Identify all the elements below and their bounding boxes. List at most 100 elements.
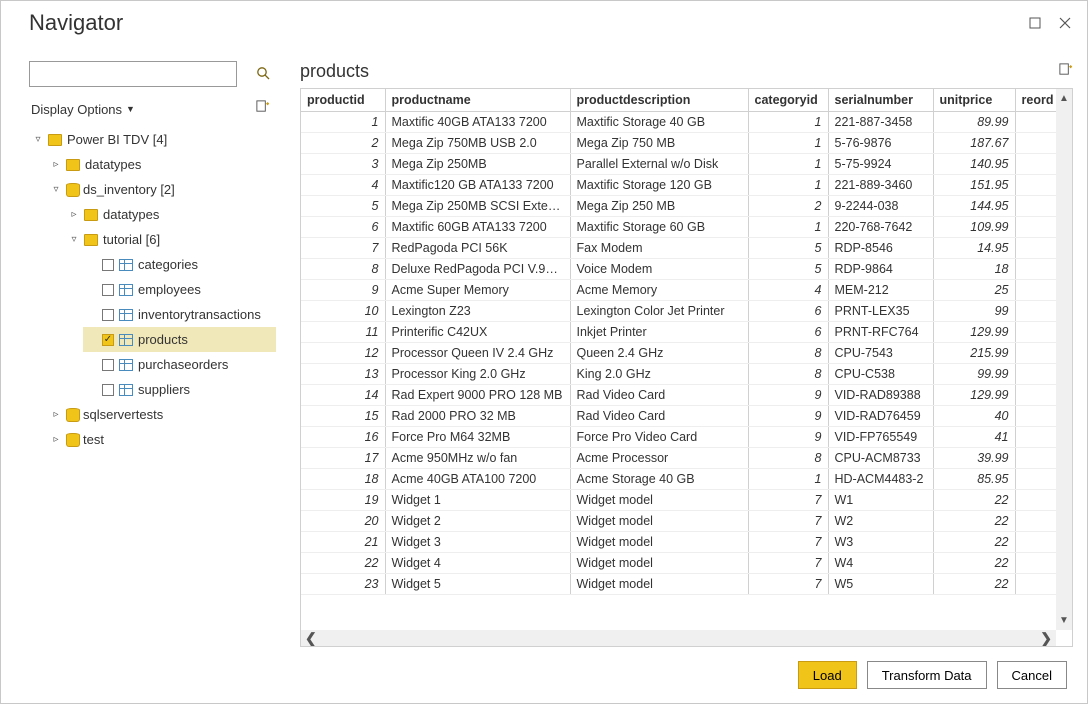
table-row[interactable]: 15Rad 2000 PRO 32 MBRad Video Card9VID-R…	[301, 406, 1056, 427]
table-row[interactable]: 20Widget 2Widget model7W222	[301, 511, 1056, 532]
checkbox[interactable]	[102, 359, 114, 371]
tree-node[interactable]: ▹employees	[83, 277, 276, 302]
nav-tree[interactable]: ▿Power BI TDV [4]▹datatypes▿ds_inventory…	[29, 127, 276, 452]
checkbox[interactable]	[102, 309, 114, 321]
table-cell: Force Pro Video Card	[570, 427, 748, 448]
table-cell: 22	[933, 511, 1015, 532]
titlebar: Navigator	[1, 1, 1087, 45]
scroll-down-icon[interactable]: ▼	[1059, 615, 1069, 626]
table-row[interactable]: 5Mega Zip 250MB SCSI ExternalMega Zip 25…	[301, 196, 1056, 217]
table-row[interactable]: 8Deluxe RedPagoda PCI V.90 56KVoice Mode…	[301, 259, 1056, 280]
table-row[interactable]: 22Widget 4Widget model7W422	[301, 553, 1056, 574]
checkbox[interactable]	[102, 259, 114, 271]
table-cell	[1015, 196, 1056, 217]
table-cell: 14.95	[933, 238, 1015, 259]
scroll-right-icon[interactable]: ❯	[1040, 630, 1052, 647]
tree-node[interactable]: ▹purchaseorders	[83, 352, 276, 377]
table-row[interactable]: 23Widget 5Widget model7W522	[301, 574, 1056, 595]
column-header[interactable]: categoryid	[748, 89, 828, 112]
column-header[interactable]: serialnumber	[828, 89, 933, 112]
load-button[interactable]: Load	[798, 661, 857, 689]
table-cell: Mega Zip 250 MB	[570, 196, 748, 217]
tree-node[interactable]: ▿ds_inventory [2]	[47, 177, 276, 202]
table-row[interactable]: 21Widget 3Widget model7W322	[301, 532, 1056, 553]
column-header[interactable]: reord	[1015, 89, 1056, 112]
chevron-icon[interactable]: ▹	[51, 409, 61, 420]
chevron-icon[interactable]: ▿	[69, 234, 79, 245]
table-row[interactable]: 12Processor Queen IV 2.4 GHzQueen 2.4 GH…	[301, 343, 1056, 364]
table-row[interactable]: 1Maxtific 40GB ATA133 7200Maxtific Stora…	[301, 112, 1056, 133]
refresh-icon[interactable]	[255, 99, 270, 119]
chevron-icon[interactable]: ▹	[51, 159, 61, 170]
table-cell	[1015, 490, 1056, 511]
column-header[interactable]: unitprice	[933, 89, 1015, 112]
table-row[interactable]: 14Rad Expert 9000 PRO 128 MBRad Video Ca…	[301, 385, 1056, 406]
table-cell: 2	[748, 196, 828, 217]
tree-node[interactable]: ▹datatypes	[65, 202, 276, 227]
cancel-button[interactable]: Cancel	[997, 661, 1067, 689]
table-cell: 8	[748, 343, 828, 364]
table-row[interactable]: 7RedPagoda PCI 56KFax Modem5RDP-854614.9…	[301, 238, 1056, 259]
table-cell: Widget 5	[385, 574, 570, 595]
display-options-dropdown[interactable]: Display Options ▼	[31, 102, 135, 117]
tree-node[interactable]: ▹suppliers	[83, 377, 276, 402]
export-icon[interactable]	[1058, 62, 1073, 82]
table-row[interactable]: 6Maxtific 60GB ATA133 7200Maxtific Stora…	[301, 217, 1056, 238]
checkbox[interactable]: ✓	[102, 334, 114, 346]
checkbox[interactable]	[102, 384, 114, 396]
data-grid[interactable]: productidproductnameproductdescriptionca…	[301, 89, 1056, 595]
maximize-icon[interactable]	[1027, 15, 1043, 31]
checkbox[interactable]	[102, 284, 114, 296]
table-cell: Widget model	[570, 490, 748, 511]
tree-node[interactable]: ▿Power BI TDV [4]	[29, 127, 276, 152]
table-row[interactable]: 17Acme 950MHz w/o fanAcme Processor8CPU-…	[301, 448, 1056, 469]
table-cell: 151.95	[933, 175, 1015, 196]
search-icon[interactable]	[256, 66, 270, 83]
column-header[interactable]: productname	[385, 89, 570, 112]
table-cell	[1015, 469, 1056, 490]
table-row[interactable]: 9Acme Super MemoryAcme Memory4MEM-21225	[301, 280, 1056, 301]
table-row[interactable]: 3Mega Zip 250MBParallel External w/o Dis…	[301, 154, 1056, 175]
table-cell: Rad Expert 9000 PRO 128 MB	[385, 385, 570, 406]
tree-node[interactable]: ▹categories	[83, 252, 276, 277]
column-header[interactable]: productdescription	[570, 89, 748, 112]
column-header[interactable]: productid	[301, 89, 385, 112]
table-cell: Widget model	[570, 574, 748, 595]
tree-node[interactable]: ▹datatypes	[47, 152, 276, 177]
horizontal-scrollbar[interactable]: ❮ ❯	[301, 630, 1056, 646]
table-row[interactable]: 11Printerific C42UXInkjet Printer6PRNT-R…	[301, 322, 1056, 343]
table-row[interactable]: 18Acme 40GB ATA100 7200Acme Storage 40 G…	[301, 469, 1056, 490]
table-cell: 41	[933, 427, 1015, 448]
table-row[interactable]: 10Lexington Z23Lexington Color Jet Print…	[301, 301, 1056, 322]
chevron-icon[interactable]: ▹	[69, 209, 79, 220]
table-row[interactable]: 19Widget 1Widget model7W122	[301, 490, 1056, 511]
table-cell: CPU-7543	[828, 343, 933, 364]
tree-node-label: inventorytransactions	[138, 307, 261, 322]
tree-node[interactable]: ▹test	[47, 427, 276, 452]
tree-node[interactable]: ▹inventorytransactions	[83, 302, 276, 327]
table-cell: 144.95	[933, 196, 1015, 217]
chevron-icon[interactable]: ▿	[51, 184, 61, 195]
table-row[interactable]: 13Processor King 2.0 GHzKing 2.0 GHz8CPU…	[301, 364, 1056, 385]
table-cell: 23	[301, 574, 385, 595]
chevron-down-icon: ▼	[126, 104, 135, 114]
table-row[interactable]: 4Maxtific120 GB ATA133 7200Maxtific Stor…	[301, 175, 1056, 196]
left-panel: Display Options ▼ ▿Power BI TDV [4]▹data…	[1, 45, 286, 647]
tree-node[interactable]: ▹sqlservertests	[47, 402, 276, 427]
tree-node[interactable]: ▿tutorial [6]	[65, 227, 276, 252]
chevron-icon[interactable]: ▹	[51, 434, 61, 445]
tree-node[interactable]: ▹✓products	[83, 327, 276, 352]
preview-title: products	[300, 61, 369, 82]
chevron-icon[interactable]: ▿	[33, 134, 43, 145]
table-row[interactable]: 2Mega Zip 750MB USB 2.0Mega Zip 750 MB15…	[301, 133, 1056, 154]
scroll-up-icon[interactable]: ▲	[1059, 93, 1069, 104]
search-input[interactable]	[29, 61, 237, 87]
table-row[interactable]: 16Force Pro M64 32MBForce Pro Video Card…	[301, 427, 1056, 448]
vertical-scrollbar[interactable]: ▲ ▼	[1056, 89, 1072, 630]
transform-data-button[interactable]: Transform Data	[867, 661, 987, 689]
table-cell: 1	[301, 112, 385, 133]
table-cell: 129.99	[933, 385, 1015, 406]
scroll-left-icon[interactable]: ❮	[305, 630, 317, 647]
table-cell: 22	[301, 553, 385, 574]
close-icon[interactable]	[1057, 15, 1073, 31]
